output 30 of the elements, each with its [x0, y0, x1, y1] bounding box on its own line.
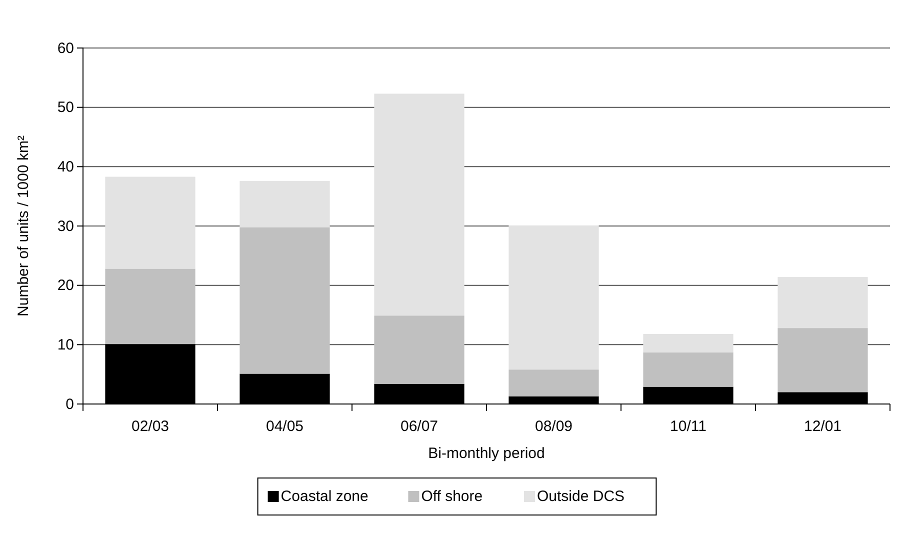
y-axis-title: Number of units / 1000 km²: [15, 136, 32, 316]
x-tick-label: 02/03: [131, 418, 170, 435]
bar: [240, 180, 330, 228]
x-tick-label: 08/09: [534, 418, 573, 435]
y-tick-label: 20: [57, 277, 74, 294]
bar: [240, 227, 330, 374]
bar: [643, 352, 734, 387]
x-tick-label: 04/05: [266, 418, 304, 435]
bar: [778, 328, 868, 392]
legend-label: Outside DCS: [537, 488, 625, 505]
bar: [508, 225, 599, 370]
y-tick-label: 30: [57, 218, 74, 235]
y-tick-label: 10: [57, 336, 74, 354]
bar: [105, 268, 196, 344]
legend-label: Coastal zone: [280, 488, 368, 505]
x-axis-title: Bi-monthly period: [428, 445, 545, 462]
y-tick-label: 50: [57, 99, 74, 116]
bar: [643, 334, 734, 352]
y-tick-label: 60: [57, 40, 74, 57]
legend-label: Off shore: [421, 488, 483, 505]
bar: [778, 277, 868, 328]
bar: [374, 94, 464, 316]
bar: [508, 370, 599, 396]
bar: [374, 316, 464, 384]
x-tick-label: 10/11: [670, 418, 706, 435]
x-tick-label: 12/01: [804, 418, 842, 435]
y-tick-label: 0: [66, 396, 74, 413]
x-tick-label: 06/07: [400, 418, 438, 435]
y-tick-label: 40: [57, 158, 74, 176]
bar: [105, 176, 196, 269]
